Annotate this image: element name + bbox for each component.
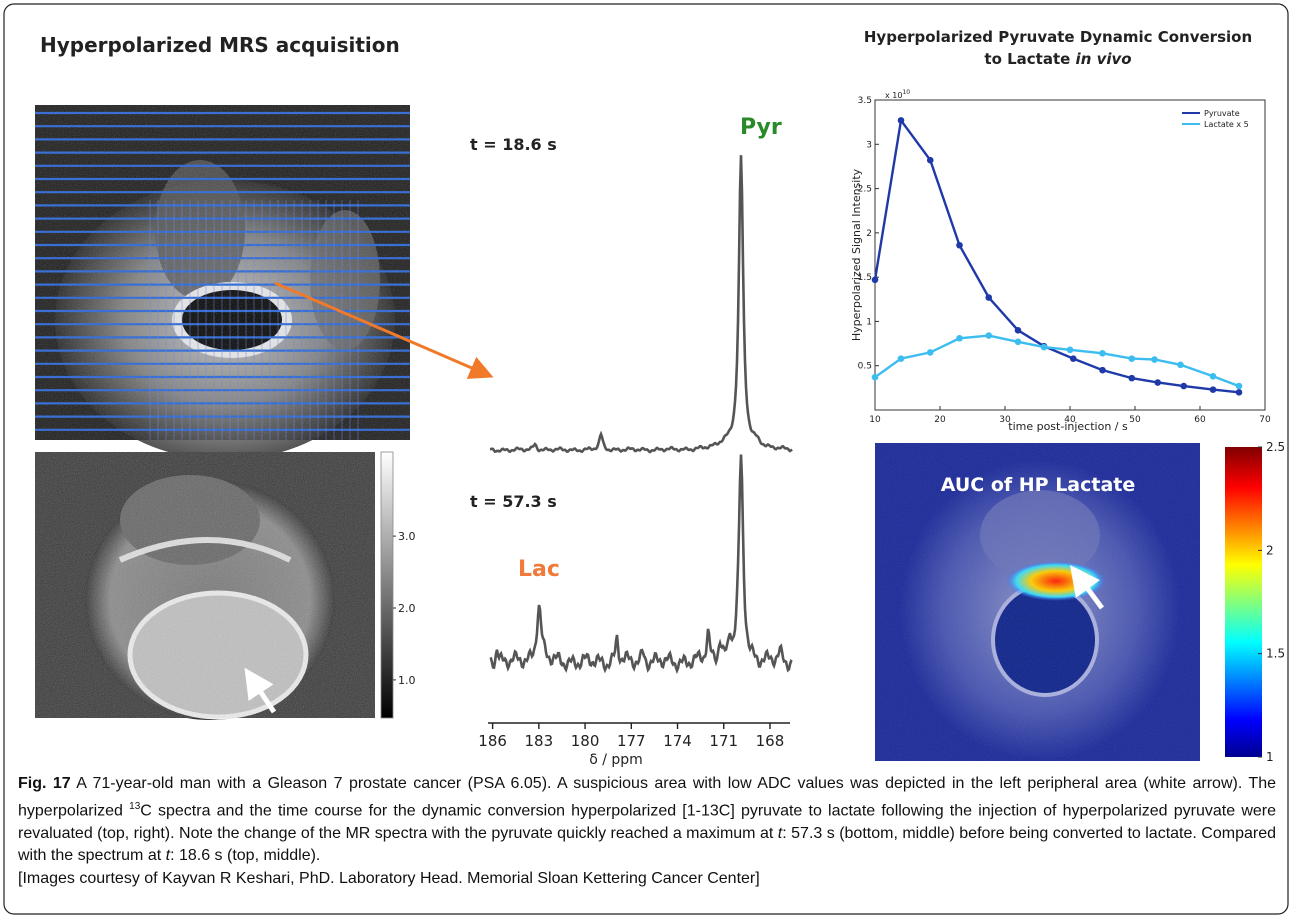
data-point	[871, 276, 879, 284]
panel-title: Hyperpolarized MRS acquisition	[40, 33, 400, 57]
colorbar-tick-label: 1	[1266, 750, 1274, 764]
x-tick-label: 174	[663, 732, 692, 750]
data-point	[871, 373, 879, 381]
y-multiplier-base: x 10	[885, 91, 902, 100]
data-point	[1151, 356, 1158, 363]
data-point	[1014, 338, 1022, 346]
caption-credit: [Images courtesy of Kayvan R Keshari, Ph…	[18, 869, 760, 887]
image-title: AUC of HP Lactate	[941, 474, 1136, 496]
x-tick-label: 70	[1259, 415, 1271, 425]
legend-label: Lactate x 5	[1204, 120, 1249, 129]
chart-title: Hyperpolarized Pyruvate Dynamic Conversi…	[864, 28, 1252, 46]
x-tick-label: 171	[709, 732, 738, 750]
caption-text: : 57.3 s (bottom, middle) before being c…	[18, 824, 1276, 865]
y-axis-label: Hyperpolarized Signal Intensity	[850, 168, 863, 341]
x-tick-label: 177	[617, 732, 646, 750]
y-multiplier-exp: 10	[902, 89, 910, 96]
x-tick-label: 60	[1194, 415, 1206, 425]
data-point	[1128, 355, 1136, 362]
data-point	[1066, 346, 1074, 354]
data-point	[1209, 373, 1217, 380]
x-tick-label: 10	[869, 415, 881, 425]
data-point	[1128, 374, 1136, 382]
axis-label: δ / ppm	[589, 752, 643, 768]
spectrum-time-label: t = 57.3 s	[470, 492, 557, 511]
data-point	[926, 156, 934, 164]
x-tick-label: 50	[1129, 415, 1141, 425]
chart-title: to Lactate in vivo	[984, 50, 1131, 68]
legend-label: Pyruvate	[1204, 109, 1240, 118]
colorbar-tick-label: 2.5	[1266, 440, 1285, 454]
x-axis-label: time post-injection / s	[1008, 420, 1128, 433]
x-tick-label: 186	[478, 732, 507, 750]
plot-frame	[874, 99, 1266, 411]
y-tick-label: 2.5	[858, 185, 872, 195]
caption-sup: 13	[129, 800, 141, 812]
figure-border	[3, 3, 1289, 915]
x-tick-label: 40	[1064, 415, 1076, 425]
data-point	[1040, 343, 1048, 351]
x-tick-label: 20	[934, 415, 946, 425]
data-point	[1180, 382, 1188, 390]
peak-label: Pyr	[740, 115, 782, 140]
colorbar-tick-label: 2	[1266, 543, 1274, 557]
data-point	[1099, 350, 1106, 357]
colorbar-tick-label: 1.5	[1266, 647, 1285, 661]
chart-title-part: in vivo	[1076, 50, 1132, 68]
data-point	[985, 294, 993, 301]
series-line	[873, 117, 1240, 394]
spectrum-time-label: t = 18.6 s	[470, 135, 557, 154]
adc-colorbar	[380, 451, 394, 719]
caption-italic: t	[777, 824, 783, 842]
data-point	[897, 355, 905, 362]
y-tick-label: 1	[866, 317, 872, 327]
figure-label: Fig. 17	[18, 775, 71, 792]
data-point	[1154, 379, 1162, 386]
data-point	[1235, 382, 1243, 390]
data-point	[897, 117, 905, 124]
data-point	[926, 349, 934, 356]
data-point	[1209, 386, 1217, 393]
colorbar-tick-label: 2.0	[398, 602, 416, 615]
x-tick-label: 168	[756, 732, 785, 750]
caption-body: Fig. 17 A 71-year-old man with a Gleason…	[18, 773, 1276, 868]
data-point	[985, 332, 993, 339]
x-tick-label: 180	[571, 732, 600, 750]
y-tick-label: 3	[866, 140, 872, 150]
colorbar-tick-label: 1.0	[398, 674, 416, 687]
data-point	[1014, 326, 1022, 334]
caption: Fig. 17 A 71-year-old man with a Gleason…	[18, 773, 1276, 890]
chart-title-part: to Lactate	[984, 50, 1075, 68]
data-point	[956, 334, 963, 342]
data-point	[1177, 361, 1184, 369]
series-line	[874, 334, 1240, 388]
x-tick-label: 30	[999, 415, 1011, 425]
caption-text: A 71-year-old man with a Gleason 7 prost…	[18, 775, 1276, 819]
adc-image	[35, 452, 375, 720]
y-multiplier: x 1010	[885, 89, 910, 100]
data-point	[1099, 366, 1106, 374]
auc-image	[875, 443, 1200, 761]
pointer-arrow	[274, 281, 494, 379]
caption-text: : 18.6 s (top, middle).	[170, 847, 321, 865]
auc-colorbar	[1225, 447, 1262, 757]
spectrum-trace	[489, 454, 793, 675]
mr-image	[35, 105, 410, 460]
caption-text: C spectra and the time course for the dy…	[18, 801, 1276, 842]
caption-italic: t	[165, 847, 171, 865]
y-tick-label: 2	[866, 229, 872, 239]
y-tick-label: 3.5	[858, 96, 872, 106]
spectrum-trace	[489, 155, 793, 454]
data-point	[956, 241, 963, 249]
y-tick-label: 0.5	[858, 362, 872, 372]
y-tick-label: 1.5	[858, 273, 872, 283]
data-point	[1235, 388, 1243, 396]
data-point	[1069, 355, 1077, 362]
peak-label: Lac	[518, 557, 560, 582]
colorbar-tick-label: 3.0	[398, 530, 416, 543]
x-tick-label: 183	[525, 732, 554, 750]
